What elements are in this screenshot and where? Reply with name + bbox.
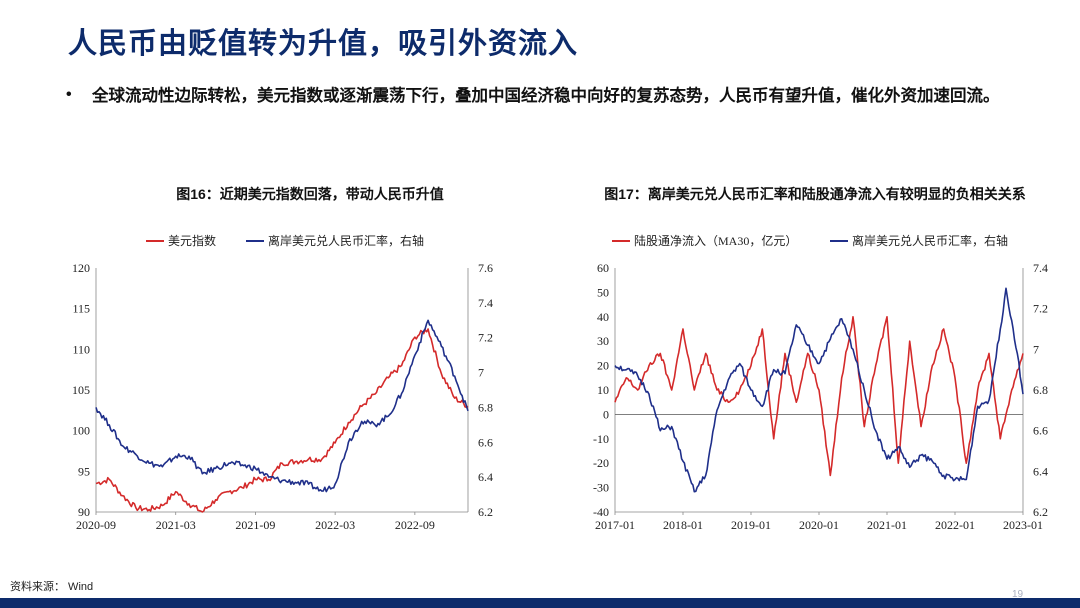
y-right-tick-label: 7.4: [1033, 261, 1048, 275]
series-line-2: [95, 319, 469, 493]
y-left-tick-label: 115: [72, 302, 90, 316]
footer-bar: [0, 598, 1080, 608]
y-right-tick-label: 6.2: [1033, 505, 1048, 519]
y-left-tick-label: 105: [72, 383, 90, 397]
y-left-tick-label: 40: [597, 310, 609, 324]
legend-label-1: 陆股通净流入（MA30，亿元）: [634, 233, 797, 248]
y-left-tick-label: 50: [597, 285, 609, 299]
x-tick-label: 2020-01: [799, 518, 839, 532]
y-left-tick-label: -40: [593, 505, 609, 519]
x-tick-label: 2019-01: [731, 518, 771, 532]
y-right-tick-label: 7.4: [478, 296, 493, 310]
y-right-tick-label: 7.2: [478, 331, 493, 345]
x-tick-label: 2017-01: [595, 518, 635, 532]
x-tick-label: 2021-09: [235, 518, 275, 532]
x-tick-label: 2022-01: [935, 518, 975, 532]
y-left-tick-label: -10: [593, 432, 609, 446]
series-line-1: [95, 328, 469, 513]
x-tick-label: 2021-03: [156, 518, 196, 532]
y-right-tick-label: 6.4: [478, 470, 493, 484]
source-note: 资料来源： Wind: [10, 581, 94, 593]
x-tick-label: 2023-01: [1003, 518, 1043, 532]
x-tick-label: 2020-09: [76, 518, 116, 532]
y-left-tick-label: 100: [72, 424, 90, 438]
chart1-title: 图16：近期美元指数回落，带动人民币升值: [176, 186, 444, 202]
y-left-tick-label: 10: [597, 383, 609, 397]
page-number: 19: [1012, 589, 1024, 600]
series-line-2: [614, 287, 1024, 493]
y-right-tick-label: 7.2: [1033, 302, 1048, 316]
y-left-tick-label: 110: [72, 342, 90, 356]
y-right-tick-label: 6.8: [1033, 383, 1048, 397]
y-left-tick-label: 20: [597, 359, 609, 373]
slide-title: 人民币由贬值转为升值，吸引外资流入: [68, 28, 579, 60]
y-right-tick-label: 6.8: [478, 400, 493, 414]
legend-label-2: 离岸美元兑人民币汇率，右轴: [268, 233, 424, 248]
y-left-tick-label: -30: [593, 481, 609, 495]
legend-label-2: 离岸美元兑人民币汇率，右轴: [852, 233, 1008, 248]
y-left-tick-label: 0: [603, 407, 609, 421]
y-right-tick-label: 7: [478, 366, 484, 380]
y-right-tick-label: 6.2: [478, 505, 493, 519]
y-right-tick-label: 6.4: [1033, 464, 1048, 478]
chart2-title: 图17：离岸美元兑人民币汇率和陆股通净流入有较明显的负相关关系: [604, 186, 1026, 202]
bullet-text: 全球流动性边际转松，美元指数或逐渐震荡下行，叠加中国经济稳中向好的复苏态势，人民…: [92, 87, 1000, 105]
y-left-tick-label: 90: [78, 505, 90, 519]
y-left-tick-label: 30: [597, 334, 609, 348]
x-tick-label: 2022-09: [395, 518, 435, 532]
legend-label-1: 美元指数: [168, 233, 216, 248]
y-right-tick-label: 6.6: [478, 435, 493, 449]
y-left-tick-label: -20: [593, 456, 609, 470]
y-right-tick-label: 7: [1033, 342, 1039, 356]
y-left-tick-label: 60: [597, 261, 609, 275]
y-left-tick-label: 120: [72, 261, 90, 275]
bullet-marker: •: [66, 86, 72, 103]
x-tick-label: 2021-01: [867, 518, 907, 532]
series-line-1: [614, 315, 1024, 477]
y-right-tick-label: 6.6: [1033, 424, 1048, 438]
x-tick-label: 2018-01: [663, 518, 703, 532]
y-right-tick-label: 7.6: [478, 261, 493, 275]
x-tick-label: 2022-03: [315, 518, 355, 532]
y-left-tick-label: 95: [78, 464, 90, 478]
